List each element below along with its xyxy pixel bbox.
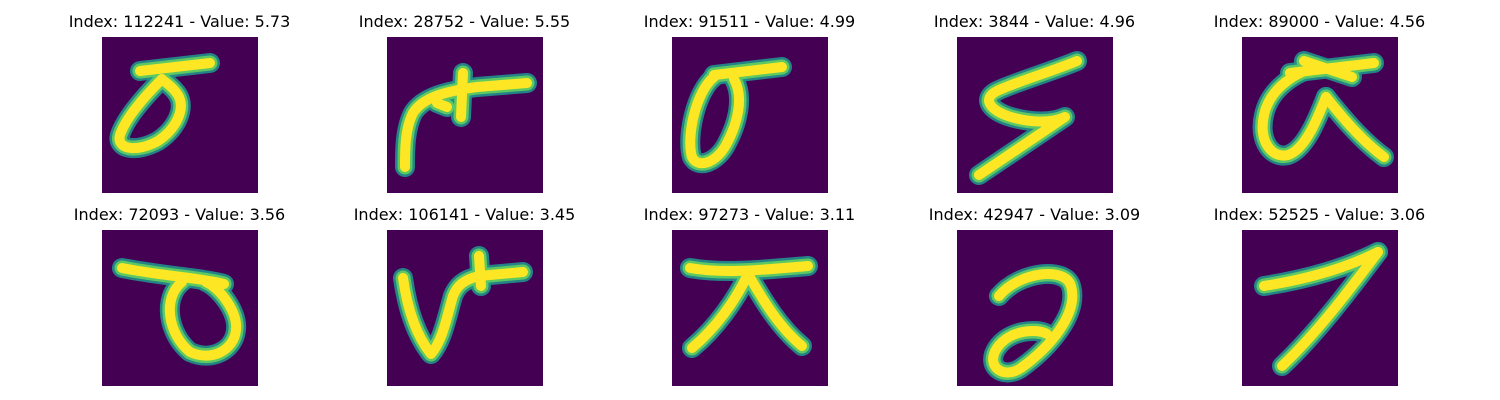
digit-image xyxy=(671,37,828,193)
digit-image xyxy=(101,37,258,193)
panel-8: Index: 97273 - Value: 3.11 xyxy=(607,193,892,386)
glyph-stroke xyxy=(987,268,1077,378)
panel-5: Index: 89000 - Value: 4.56 xyxy=(1177,0,1462,193)
digit-image-hook-curl-svg xyxy=(956,230,1113,386)
digit-image xyxy=(956,37,1113,193)
digit-image-s-zigzag-svg xyxy=(956,37,1113,193)
image-background xyxy=(671,230,828,386)
digit-image-tau-legs-svg xyxy=(671,230,828,386)
glyph-stroke xyxy=(708,62,787,80)
digit-image xyxy=(956,230,1113,386)
glyph-stroke xyxy=(455,68,468,122)
digit-image-seven-diagonal-svg xyxy=(1241,230,1398,386)
glyph-stroke xyxy=(684,72,744,169)
panel-title: Index: 3844 - Value: 4.96 xyxy=(933,12,1136,31)
digit-image-bar-with-loop-svg xyxy=(101,230,258,386)
digit-image xyxy=(386,37,543,193)
panel-title: Index: 91511 - Value: 4.99 xyxy=(643,12,856,31)
glyph-stroke xyxy=(686,269,753,353)
panel-title: Index: 28752 - Value: 5.55 xyxy=(358,12,571,31)
glyph-stroke xyxy=(1320,92,1389,162)
glyph-stroke xyxy=(742,269,807,351)
digit-image xyxy=(101,230,258,386)
panel-title: Index: 72093 - Value: 3.56 xyxy=(73,205,286,224)
glyph-stroke xyxy=(973,56,1082,180)
digit-image-sigma-loop-tall-svg xyxy=(671,37,828,193)
glyph-stroke xyxy=(164,277,241,361)
digit-image xyxy=(671,230,828,386)
glyph-stroke xyxy=(397,267,528,359)
glyph-stroke xyxy=(431,98,452,112)
panel-title: Index: 112241 - Value: 5.73 xyxy=(68,12,291,31)
panel-title: Index: 52525 - Value: 3.06 xyxy=(1213,205,1426,224)
glyph-stroke xyxy=(1298,56,1357,82)
panel-4: Index: 3844 - Value: 4.96 xyxy=(892,0,1177,193)
digit-image xyxy=(1241,230,1398,386)
digit-image xyxy=(1241,37,1398,193)
glyph-stroke xyxy=(1258,247,1383,291)
panel-2: Index: 28752 - Value: 5.55 xyxy=(322,0,607,193)
panel-6: Index: 72093 - Value: 3.56 xyxy=(37,193,322,386)
digit-image-hook-cross-svg xyxy=(386,37,543,193)
digit-image xyxy=(386,230,543,386)
digit-image-loop-with-leg-svg xyxy=(1241,37,1398,193)
glyph-stroke xyxy=(116,263,229,289)
panel-3: Index: 91511 - Value: 4.99 xyxy=(607,0,892,193)
panel-title: Index: 97273 - Value: 3.11 xyxy=(643,205,856,224)
panel-7: Index: 106141 - Value: 3.45 xyxy=(322,193,607,386)
glyph-stroke xyxy=(473,251,486,291)
panel-1: Index: 112241 - Value: 5.73 xyxy=(37,0,322,193)
panel-title: Index: 89000 - Value: 4.56 xyxy=(1213,12,1426,31)
glyph-stroke xyxy=(1276,247,1383,371)
glyph-stroke xyxy=(1257,62,1331,161)
digit-image-sigma-loop-right-svg xyxy=(101,37,258,193)
panel-title: Index: 42947 - Value: 3.09 xyxy=(928,205,1141,224)
glyph-stroke xyxy=(134,58,215,76)
panel-9: Index: 42947 - Value: 3.09 xyxy=(892,193,1177,386)
glyph-stroke xyxy=(684,261,813,277)
glyph-stroke xyxy=(114,74,186,154)
panel-10: Index: 52525 - Value: 3.06 xyxy=(1177,193,1462,386)
panel-title: Index: 106141 - Value: 3.45 xyxy=(353,205,576,224)
digit-image-v-with-cross-svg xyxy=(386,230,543,386)
